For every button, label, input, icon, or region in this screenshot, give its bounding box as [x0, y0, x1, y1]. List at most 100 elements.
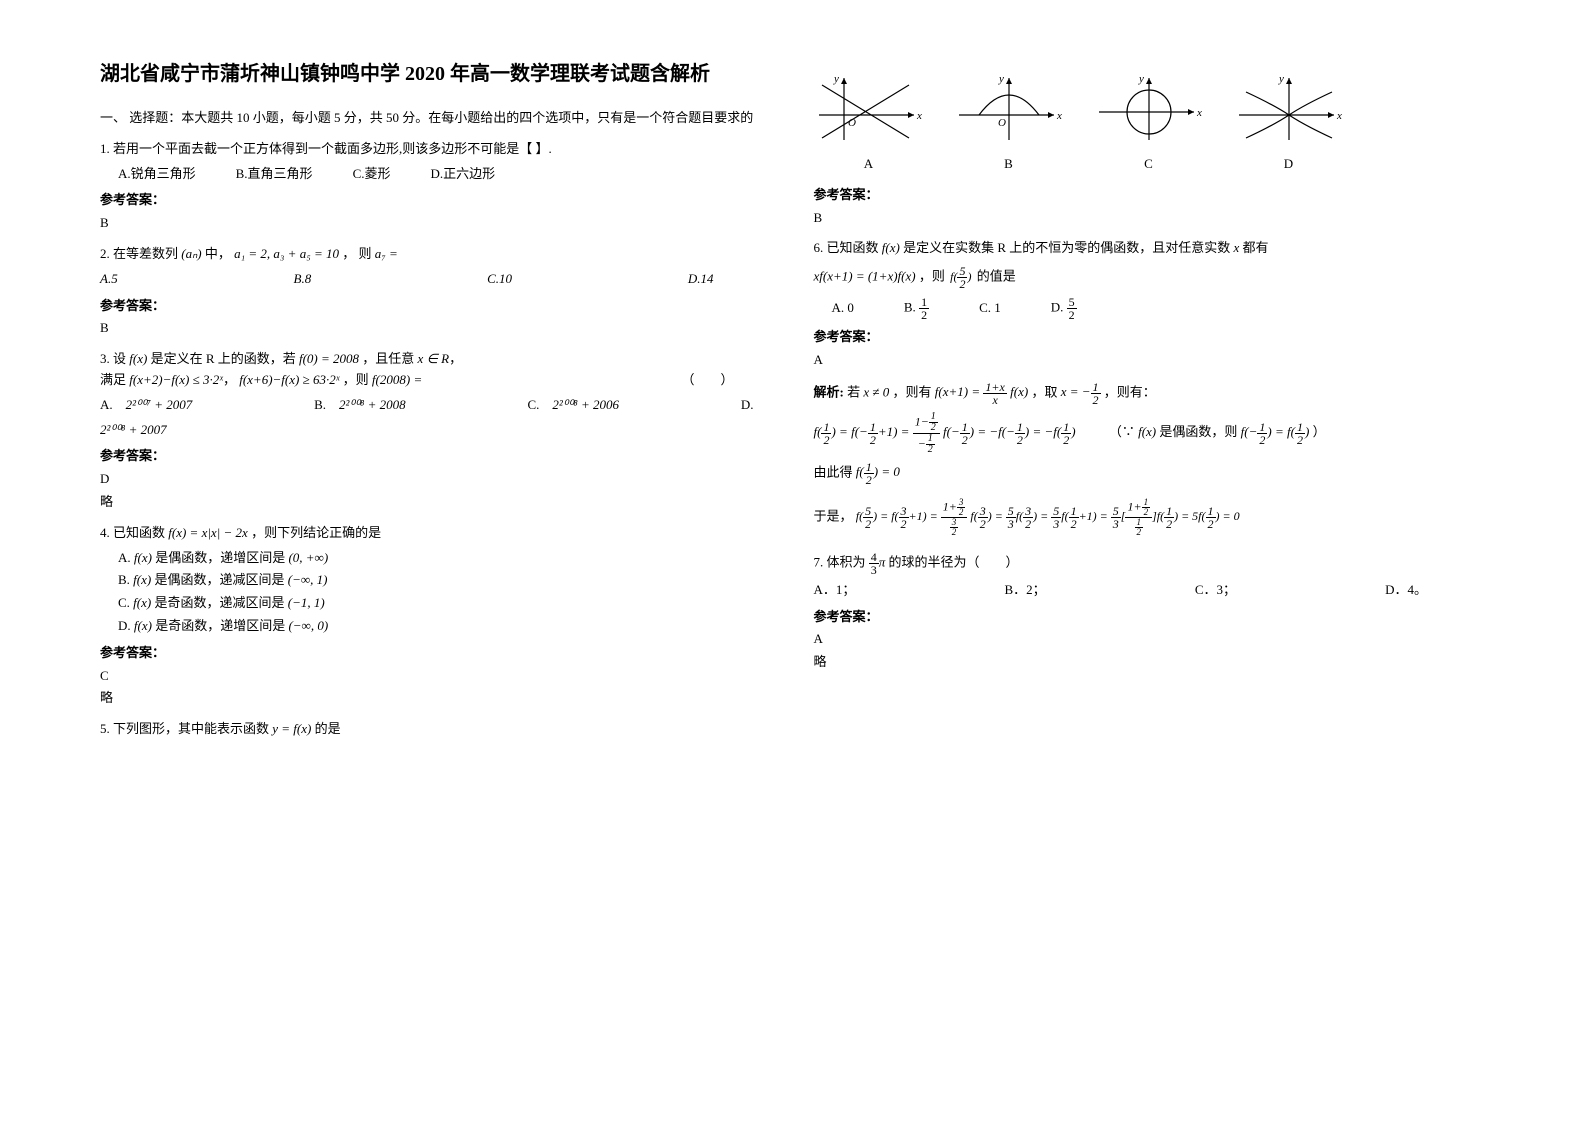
q6-opt-c: C. 1 [979, 298, 1001, 319]
q4-options: A. f(x) 是偶函数，递增区间是 (0, +∞) B. f(x) 是偶函数，… [118, 548, 774, 637]
q6-opt-a: A. 0 [832, 298, 854, 319]
q3-f0: f(0) = 2008 [299, 351, 359, 366]
q7-post: 的球的半径为（ ） [889, 554, 1019, 569]
q5-graph-d: x y D [1234, 70, 1344, 175]
svg-text:x: x [1196, 107, 1202, 119]
q3-opt-d: 2²⁰⁰⁸ + 2007 [100, 420, 774, 441]
q7-pre: 7. 体积为 [814, 554, 866, 569]
q2-opt-a: A.5 [100, 269, 118, 290]
q2-seq: (aₙ) [181, 246, 201, 261]
q6-sol-note: （∵ f(x) 是偶函数，则 f(−12) = f(12) ） [1109, 424, 1326, 439]
q1-opt-a: A.锐角三角形 [118, 164, 196, 185]
q2-options: A.5 B.8 C.10 D.14 [100, 269, 774, 290]
q6-opt-d: D. 52 [1051, 296, 1077, 321]
q3-opt-d-label: D. [741, 395, 754, 416]
q6-sol-label: 解析: [814, 384, 844, 399]
q2-cond: a₁ = 2, a₃ + a₅ = 10 [234, 246, 339, 261]
q6-m2: 都有 [1243, 240, 1269, 255]
q7-ans: A [814, 629, 1488, 650]
q3-blank: （ ） [681, 370, 733, 391]
q4-post: ，则下列结论正确的是 [251, 525, 381, 540]
q6-cond: xf(x+1) = (1+x)f(x) [814, 269, 916, 284]
q3-c2: f(x+6)−f(x) ≥ 63·2ˣ [239, 372, 339, 387]
q2-ask: a₇ = [375, 246, 398, 261]
q4-fx: f(x) = x|x| − 2x [168, 525, 248, 540]
q4-pre: 4. 已知函数 [100, 525, 165, 540]
q1-opt-c: C.菱形 [353, 164, 391, 185]
q7-opt-d: D．4。 [1385, 580, 1427, 601]
q5-ans: B [814, 208, 1488, 229]
q1-ans: B [100, 213, 774, 234]
q4-ans: C [100, 666, 774, 687]
q3-opt-a: A. 2²⁰⁰⁷ + 2007 [100, 395, 192, 416]
q2-pre: 2. 在等差数列 [100, 246, 178, 261]
q6-sol-eq2: f(12) = f(−12+1) = 1−12−12 f(−12) = −f(−… [814, 412, 1488, 455]
q6-sol-xval: x = −12 [1061, 384, 1104, 399]
q3-ans-label: 参考答案： [100, 446, 774, 467]
graph-d-svg: x y [1234, 70, 1344, 150]
q3-opt-c: C. 2²⁰⁰⁸ + 2006 [527, 395, 619, 416]
question-5: 5. 下列图形，其中能表示函数 y = f(x) 的是 [100, 719, 774, 740]
q2-opt-b: B.8 [294, 269, 312, 290]
page: 湖北省咸宁市蒲圻神山镇钟鸣中学 2020 年高一数学理联考试题含解析 一、 选择… [0, 0, 1587, 1122]
q6-sol-line3: 由此得 f(12) = 0 [814, 461, 1488, 486]
q5-ans-label: 参考答案： [814, 185, 1488, 206]
q6-pre: 6. 已知函数 [814, 240, 879, 255]
q5-label-a: A [814, 154, 924, 175]
q5-graph-c: x y C [1094, 70, 1204, 175]
q6-cond-line: xf(x+1) = (1+x)f(x) ，则 f(52) 的值是 [814, 265, 1488, 290]
q3-options: A. 2²⁰⁰⁷ + 2007 B. 2²⁰⁰⁸ + 2008 C. 2²⁰⁰⁸… [100, 395, 774, 416]
svg-text:y: y [1278, 73, 1284, 85]
q3-opt-b: B. 2²⁰⁰⁸ + 2008 [314, 395, 406, 416]
q3-l1b: 是定义在 R 上的函数，若 [151, 351, 296, 366]
q3-line2: 满足 f(x+2)−f(x) ≤ 3·2ˣ， f(x+6)−f(x) ≥ 63·… [100, 370, 774, 391]
q1-options: A.锐角三角形 B.直角三角形 C.菱形 D.正六边形 [118, 164, 774, 185]
svg-text:y: y [998, 73, 1004, 85]
q7-opt-a: A．1； [814, 580, 856, 601]
question-3: 3. 设 f(x) 是定义在 R 上的函数，若 f(0) = 2008 ，且任意… [100, 349, 774, 440]
q6-ask: f(52) [948, 269, 973, 284]
q4-opt-c: C. f(x) 是奇函数，递减区间是 (−1, 1) [118, 593, 774, 614]
q3-l2b: ，则 [343, 372, 369, 387]
q3-l1d: x ∈ R [418, 351, 450, 366]
q3-l1c: ，且任意 [362, 351, 414, 366]
graph-a-svg: x y O [814, 70, 924, 150]
q1-ans-label: 参考答案： [100, 190, 774, 211]
q5-pre: 5. 下列图形，其中能表示函数 [100, 721, 269, 736]
svg-text:x: x [916, 110, 922, 122]
q4-ans-label: 参考答案： [100, 643, 774, 664]
q3-ask: f(2008) = [372, 372, 422, 387]
q6-post: 的值是 [977, 269, 1016, 284]
q4-opt-d: D. f(x) 是奇函数，递增区间是 (−∞, 0) [118, 616, 774, 637]
q2-ans-label: 参考答案： [100, 296, 774, 317]
q4-opt-b: B. f(x) 是偶函数，递减区间是 (−∞, 1) [118, 570, 774, 591]
q6-sol-eq1: f(x+1) = 1+xx f(x) [935, 384, 1032, 399]
q6-ans: A [814, 350, 1488, 371]
question-6: 6. 已知函数 f(x) 是定义在实数集 R 上的不恒为零的偶函数，且对任意实数… [814, 238, 1488, 259]
q6-m3: ，则 [919, 269, 945, 284]
q3-l2a: 满足 [100, 372, 126, 387]
svg-text:O: O [848, 117, 856, 129]
q5-label-c: C [1094, 154, 1204, 175]
q5-graph-a: x y O A [814, 70, 924, 175]
left-column: 湖北省咸宁市蒲圻神山镇钟鸣中学 2020 年高一数学理联考试题含解析 一、 选择… [80, 60, 794, 1062]
question-4: 4. 已知函数 f(x) = x|x| − 2x ，则下列结论正确的是 [100, 523, 774, 544]
q2-ans: B [100, 318, 774, 339]
q6-ans-label: 参考答案： [814, 327, 1488, 348]
svg-text:O: O [998, 117, 1006, 129]
svg-text:y: y [833, 73, 839, 85]
q5-label-d: D [1234, 154, 1344, 175]
q1-opt-b: B.直角三角形 [236, 164, 313, 185]
q6-opt-b: B. 12 [904, 296, 929, 321]
q6-m1: 是定义在实数集 R 上的不恒为零的偶函数，且对任意实数 [903, 240, 1230, 255]
q3-fx: f(x) [129, 351, 147, 366]
q2-opt-c: C.10 [487, 269, 512, 290]
q5-yfx: y = f(x) [272, 721, 311, 736]
q4-extra: 略 [100, 688, 774, 709]
section-1-head: 一、 选择题：本大题共 10 小题，每小题 5 分，共 50 分。在每小题给出的… [100, 108, 774, 129]
graph-b-svg: x y O [954, 70, 1064, 150]
q5-label-b: B [954, 154, 1064, 175]
q3-extra: 略 [100, 492, 774, 513]
q7-opt-b: B．2； [1005, 580, 1046, 601]
q5-graph-b: x y O B [954, 70, 1064, 175]
